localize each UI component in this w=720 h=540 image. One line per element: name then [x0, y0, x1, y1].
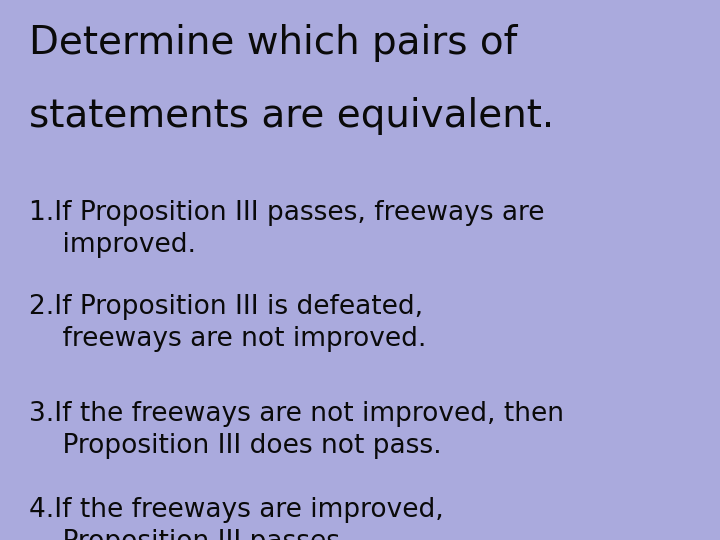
Text: 1.If Proposition III passes, freeways are
    improved.: 1.If Proposition III passes, freeways ar… [29, 200, 544, 258]
Text: statements are equivalent.: statements are equivalent. [29, 97, 554, 135]
Text: 3.If the freeways are not improved, then
    Proposition III does not pass.: 3.If the freeways are not improved, then… [29, 401, 564, 458]
Text: 2.If Proposition III is defeated,
    freeways are not improved.: 2.If Proposition III is defeated, freewa… [29, 294, 426, 352]
Text: 4.If the freeways are improved,
    Proposition III passes.: 4.If the freeways are improved, Proposit… [29, 497, 444, 540]
Text: Determine which pairs of: Determine which pairs of [29, 24, 517, 62]
